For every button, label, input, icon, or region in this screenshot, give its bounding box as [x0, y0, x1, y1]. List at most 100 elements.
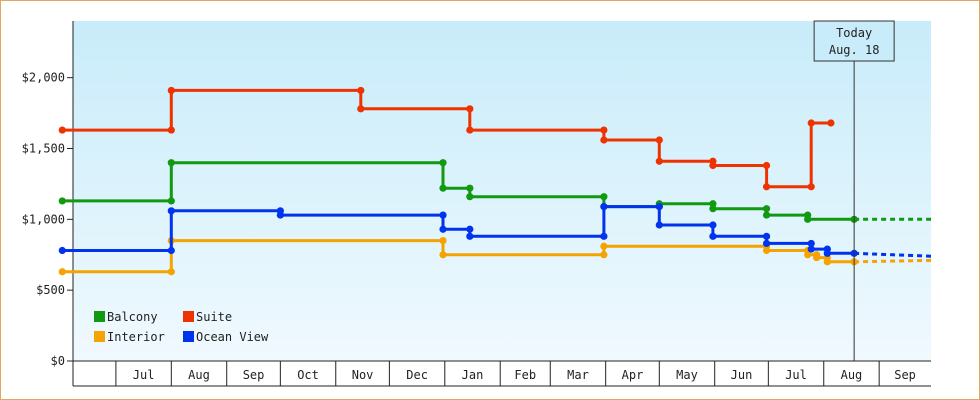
legend-swatch [94, 311, 105, 322]
month-label: Jan [462, 368, 484, 382]
data-point [276, 211, 284, 219]
data-point [762, 183, 771, 191]
data-point [600, 193, 608, 201]
data-point [58, 126, 66, 134]
legend: Balcony Suite Interior Ocean View [94, 310, 269, 344]
data-point [58, 268, 66, 276]
data-point [167, 159, 175, 167]
data-point [600, 242, 608, 250]
month-label: Jul [133, 368, 155, 382]
data-point [823, 258, 831, 266]
data-point [762, 239, 771, 248]
data-point [439, 211, 447, 219]
data-point [762, 205, 771, 213]
series-ocean-view [58, 202, 932, 258]
data-point [807, 245, 815, 253]
data-point [762, 161, 771, 170]
data-point [439, 225, 447, 233]
legend-label: Ocean View [196, 330, 269, 344]
data-point [709, 205, 717, 213]
legend-item-interior: Interior [94, 330, 165, 344]
month-label: Aug [841, 368, 863, 382]
data-point [655, 136, 663, 144]
data-point [167, 268, 175, 276]
data-point [466, 126, 474, 134]
series-projection-interior [854, 258, 932, 264]
data-point [804, 215, 812, 223]
data-point [600, 202, 608, 211]
data-point [466, 225, 474, 233]
data-point [167, 207, 175, 215]
y-tick-label: $1,500 [22, 142, 65, 156]
data-point [762, 246, 771, 255]
month-label: Aug [188, 368, 210, 382]
legend-swatch [183, 311, 194, 322]
month-label: Nov [352, 368, 374, 382]
data-point [600, 136, 608, 144]
series-projection-ocean-view [854, 251, 932, 258]
series-line-suite [62, 88, 831, 189]
data-point [167, 126, 175, 134]
data-point [823, 249, 831, 257]
data-point [655, 157, 663, 165]
data-point [600, 126, 608, 134]
data-point [439, 236, 447, 245]
legend-item-ocean-view: Ocean View [183, 330, 269, 344]
data-point [439, 159, 447, 167]
month-label: Jul [785, 368, 807, 382]
legend-label: Interior [107, 330, 165, 344]
x-axis: Jul Aug Sep Oct Nov Dec Jan Feb Mar Apr May Jun Jul A… [73, 360, 931, 387]
month-label: Mar [567, 368, 589, 382]
data-point [357, 86, 365, 95]
data-point [804, 251, 812, 259]
data-point [466, 105, 474, 113]
data-point [709, 232, 717, 240]
today-marker: Today Aug. 18 [813, 20, 895, 361]
legend-item-balcony: Balcony [94, 310, 158, 324]
legend-label: Suite [196, 310, 232, 324]
series-layer [58, 86, 932, 276]
data-point [709, 221, 717, 229]
data-point [167, 246, 175, 255]
month-label: Jun [731, 368, 753, 382]
y-axis: $0 $500 $1,000 $1,500 $2,000 [22, 21, 74, 386]
month-label: Sep [894, 368, 916, 382]
data-point [439, 251, 447, 259]
data-point [439, 184, 447, 192]
legend-item-suite: Suite [183, 310, 232, 324]
month-label: Feb [514, 368, 536, 382]
month-label: May [676, 368, 698, 382]
today-label: Today [836, 26, 872, 40]
y-tick-label: $0 [51, 354, 65, 368]
data-point [813, 253, 821, 262]
data-point [466, 184, 474, 192]
data-point [655, 202, 663, 211]
data-point [600, 251, 608, 259]
data-point [167, 197, 175, 205]
data-point [807, 119, 815, 127]
data-point [709, 200, 717, 208]
data-point [357, 105, 365, 113]
plot-background [73, 21, 931, 361]
legend-swatch [183, 331, 194, 342]
data-point [827, 119, 835, 127]
data-point [167, 86, 175, 95]
data-point [600, 232, 608, 240]
today-box [813, 20, 895, 62]
y-tick-label: $500 [36, 283, 65, 297]
data-point [466, 193, 474, 201]
data-point [655, 221, 663, 229]
y-tick-label: $2,000 [22, 71, 65, 85]
y-tick-label: $1,000 [22, 212, 65, 226]
data-point [762, 211, 771, 219]
data-point [58, 246, 66, 255]
month-label: Oct [297, 368, 319, 382]
legend-label: Balcony [107, 310, 158, 324]
data-point [466, 232, 474, 240]
data-point [807, 239, 815, 248]
today-date: Aug. 18 [829, 43, 880, 57]
series-suite [58, 86, 835, 191]
data-point [762, 232, 771, 240]
